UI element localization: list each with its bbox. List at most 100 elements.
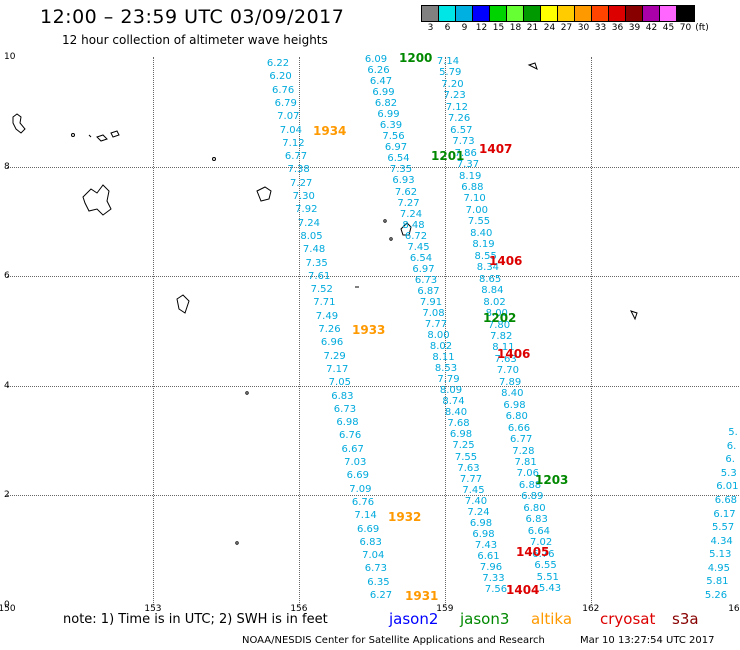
swh-value-track-d: 6. <box>725 454 735 466</box>
swh-value-track-b: 7.24 <box>399 208 423 220</box>
color-scale-label: 70 <box>679 23 692 33</box>
swh-value-track-b: 7.77 <box>459 473 483 485</box>
color-swatch <box>558 6 575 21</box>
map-subtitle: 12 hour collection of altimeter wave hei… <box>62 33 328 47</box>
swh-value-track-c: 8.55 <box>474 250 497 262</box>
swh-value-track-b: 8.02 <box>429 341 453 353</box>
swh-value-track-b: 6.99 <box>377 109 400 121</box>
color-scale-label: 15 <box>492 23 505 33</box>
swh-value-track-b: 7.35 <box>389 164 413 176</box>
color-scale-label: 24 <box>543 23 556 33</box>
color-swatch <box>541 6 558 21</box>
swh-value-track-a: 6.77 <box>284 151 308 163</box>
swh-value-track-a: 7.04 <box>362 550 385 562</box>
color-swatch <box>609 6 626 21</box>
latitude-label: 6 <box>4 271 10 282</box>
swh-value-track-b: 8.00 <box>427 330 450 342</box>
color-swatch <box>473 6 490 21</box>
pass-time-label: 1201 <box>431 149 465 163</box>
swh-value-track-a: 7.61 <box>308 270 331 282</box>
swh-value-track-b: 7.77 <box>424 319 448 330</box>
swh-value-track-a: 6.76 <box>351 496 375 508</box>
swh-value-track-a: 7.38 <box>287 164 310 176</box>
swh-value-track-c: 8.34 <box>476 262 500 274</box>
color-scale-label: 39 <box>628 23 641 33</box>
color-swatch <box>524 6 541 21</box>
island-12 <box>630 310 638 321</box>
swh-value-track-c: 6.80 <box>523 502 546 514</box>
swh-value-track-b: 7.62 <box>394 186 418 198</box>
island-14 <box>245 391 249 395</box>
swh-value-track-b: 6.97 <box>412 263 435 275</box>
swh-value-track-b: 6.47 <box>369 76 393 88</box>
swh-value-track-b: 7.27 <box>397 197 420 209</box>
swh-value-track-b: 6.39 <box>379 120 403 132</box>
swh-value-track-d: 5.26 <box>704 590 728 601</box>
swh-value-track-a: 6.73 <box>364 563 387 575</box>
color-swatch <box>439 6 456 21</box>
pass-time-label: 1203 <box>535 473 569 487</box>
swh-value-track-a: 7.05 <box>328 377 351 389</box>
swh-value-track-c: 7.55 <box>467 216 491 228</box>
swh-value-track-a: 7.12 <box>282 137 305 149</box>
swh-value-track-d: 5.57 <box>711 522 735 534</box>
footer-agency: NOAA/NESDIS Center for Satellite Applica… <box>242 635 545 646</box>
swh-value-track-b: 7.55 <box>454 451 478 463</box>
color-scale-label: 9 <box>461 23 468 33</box>
longitude-label: 150 <box>0 604 16 614</box>
color-swatch <box>575 6 592 21</box>
satellite-legend-jason3: jason3 <box>460 610 510 628</box>
swh-value-track-b: 8.09 <box>439 385 463 397</box>
swh-value-track-c: 6.66 <box>507 422 531 434</box>
swh-value-track-a: 6.98 <box>336 417 359 429</box>
swh-value-track-a: 7.48 <box>302 244 326 256</box>
color-scale-label: 18 <box>509 23 522 33</box>
island-1 <box>12 113 26 134</box>
swh-value-track-c: 7.12 <box>445 101 468 113</box>
swh-value-track-d: 5. <box>728 427 738 438</box>
swh-value-track-a: 7.49 <box>315 310 339 322</box>
swh-value-track-d: 6.01 <box>716 481 739 493</box>
swh-value-track-d: 5.3 <box>720 467 737 479</box>
island-9 <box>389 237 393 241</box>
swh-value-track-c: 6.77 <box>510 434 533 446</box>
color-swatch <box>626 6 643 21</box>
swh-value-track-b: 8.40 <box>444 407 468 419</box>
swh-value-track-b: 6.97 <box>384 142 408 154</box>
swh-value-track-c: 6.98 <box>503 399 526 411</box>
color-swatch <box>660 6 677 21</box>
longitude-label: 165 <box>728 604 740 614</box>
swh-value-track-a: 7.92 <box>295 204 318 216</box>
swh-value-track-b: 6.54 <box>409 252 433 264</box>
swh-value-track-b: 6.82 <box>374 98 398 110</box>
color-scale-label: 42 <box>645 23 658 33</box>
swh-value-track-c: 7.63 <box>494 353 517 365</box>
swh-value-track-b: 6.26 <box>367 65 390 77</box>
swh-value-track-b: 7.33 <box>482 572 505 584</box>
swh-value-track-b: 6.87 <box>417 285 440 297</box>
swh-value-track-c: 7.89 <box>498 376 522 388</box>
island-15 <box>235 541 239 545</box>
longitude-label: 153 <box>144 604 162 614</box>
swh-value-track-c: 6.57 <box>450 124 473 136</box>
pass-time-label: 1406 <box>489 254 523 268</box>
swh-value-track-c: 8.84 <box>481 285 504 297</box>
swh-value-track-d: 5.13 <box>709 549 732 561</box>
color-scale-label: 33 <box>594 23 607 33</box>
swh-value-track-a: 6.73 <box>333 403 357 415</box>
swh-value-track-c: 7.73 <box>452 136 475 148</box>
swh-value-track-c: 5.79 <box>439 67 462 79</box>
swh-value-track-c: 8.19 <box>459 170 482 182</box>
swh-value-track-b: 6.54 <box>387 153 410 165</box>
color-swatch <box>643 6 660 21</box>
swh-value-track-a: 6.35 <box>367 576 390 588</box>
swh-value-track-a: 6.83 <box>331 390 354 402</box>
color-scale-label: 3 <box>427 23 434 33</box>
swh-value-track-a: 7.52 <box>310 284 333 296</box>
island-7 <box>400 222 412 236</box>
swh-value-track-a: 6.67 <box>341 443 364 455</box>
meridian-gridline <box>444 57 446 605</box>
swh-value-track-b: 6.73 <box>414 274 438 286</box>
island-13 <box>527 62 538 70</box>
color-swatch <box>592 6 609 21</box>
